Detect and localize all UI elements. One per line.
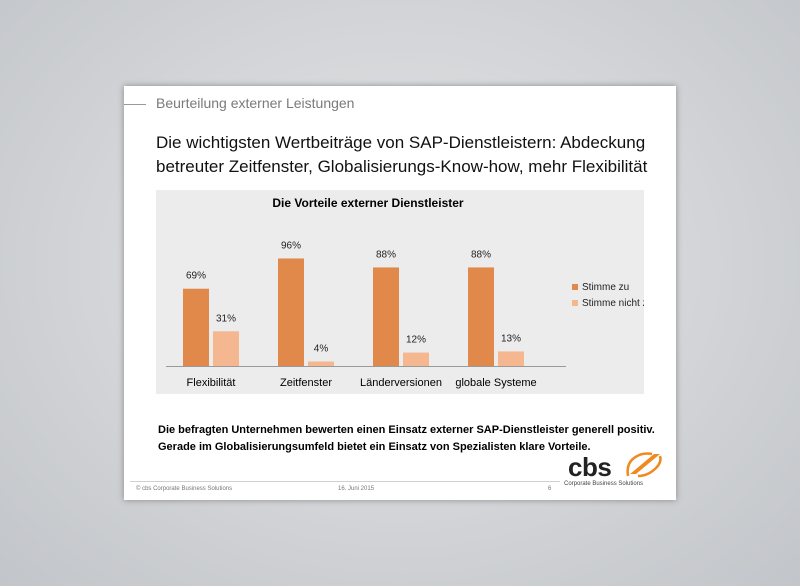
- bar-stimme-zu-2: [278, 258, 304, 366]
- category-label: Zeitfenster: [280, 377, 332, 389]
- legend-entry: Stimme zu: [582, 282, 629, 293]
- cbs-logo-subtitle: Corporate Business Solutions: [564, 481, 644, 487]
- data-label: 88%: [471, 249, 491, 260]
- bar-stimme-zu-1: [183, 288, 209, 366]
- page-number: 6: [548, 486, 552, 492]
- summary-text: Die befragten Unternehmen bewerten einen…: [158, 424, 655, 453]
- data-label: 88%: [376, 249, 396, 260]
- bar-stimme-nicht-zu-2: [308, 361, 334, 366]
- bar-stimme-zu-3: [373, 267, 399, 366]
- chart-title: Die Vorteile externer Dienstleister: [272, 196, 464, 210]
- slide: Beurteilung externer Leistungen Die wich…: [124, 86, 676, 500]
- data-label: 69%: [186, 271, 206, 282]
- footer-date: 16. Juni 2015: [338, 486, 375, 492]
- category-label: Flexibilität: [187, 377, 236, 389]
- bar-chart: Die Vorteile externer Dienstleister 69% 31…: [166, 196, 644, 389]
- legend-entry: Stimme nicht zu: [582, 298, 644, 309]
- data-label: 13%: [501, 333, 521, 344]
- footer-rule: [130, 481, 560, 482]
- data-label: 12%: [406, 335, 426, 346]
- slide-headline: Die wichtigsten Wertbeiträge von SAP-Die…: [156, 133, 648, 176]
- bar-stimme-nicht-zu-3: [403, 352, 429, 366]
- section-rule: [124, 104, 146, 105]
- cbs-logo-text: cbs: [568, 452, 612, 482]
- data-label: 31%: [216, 313, 236, 324]
- category-label: globale Systeme: [455, 377, 536, 389]
- legend-swatch-2: [572, 300, 578, 306]
- bar-stimme-zu-4: [468, 267, 494, 366]
- section-title: Beurteilung externer Leistungen: [156, 95, 355, 111]
- bar-stimme-nicht-zu-4: [498, 351, 524, 366]
- data-label: 4%: [314, 344, 329, 355]
- chart-panel: Die Vorteile externer Dienstleister 69% 31…: [156, 190, 644, 394]
- data-label: 96%: [281, 240, 301, 251]
- footer-copyright: © cbs Corporate Business Solutions: [136, 486, 233, 492]
- bar-stimme-nicht-zu-1: [213, 331, 239, 366]
- legend-swatch-1: [572, 284, 578, 290]
- category-label: Länderversionen: [360, 377, 442, 389]
- cbs-logo-icon: [626, 452, 662, 478]
